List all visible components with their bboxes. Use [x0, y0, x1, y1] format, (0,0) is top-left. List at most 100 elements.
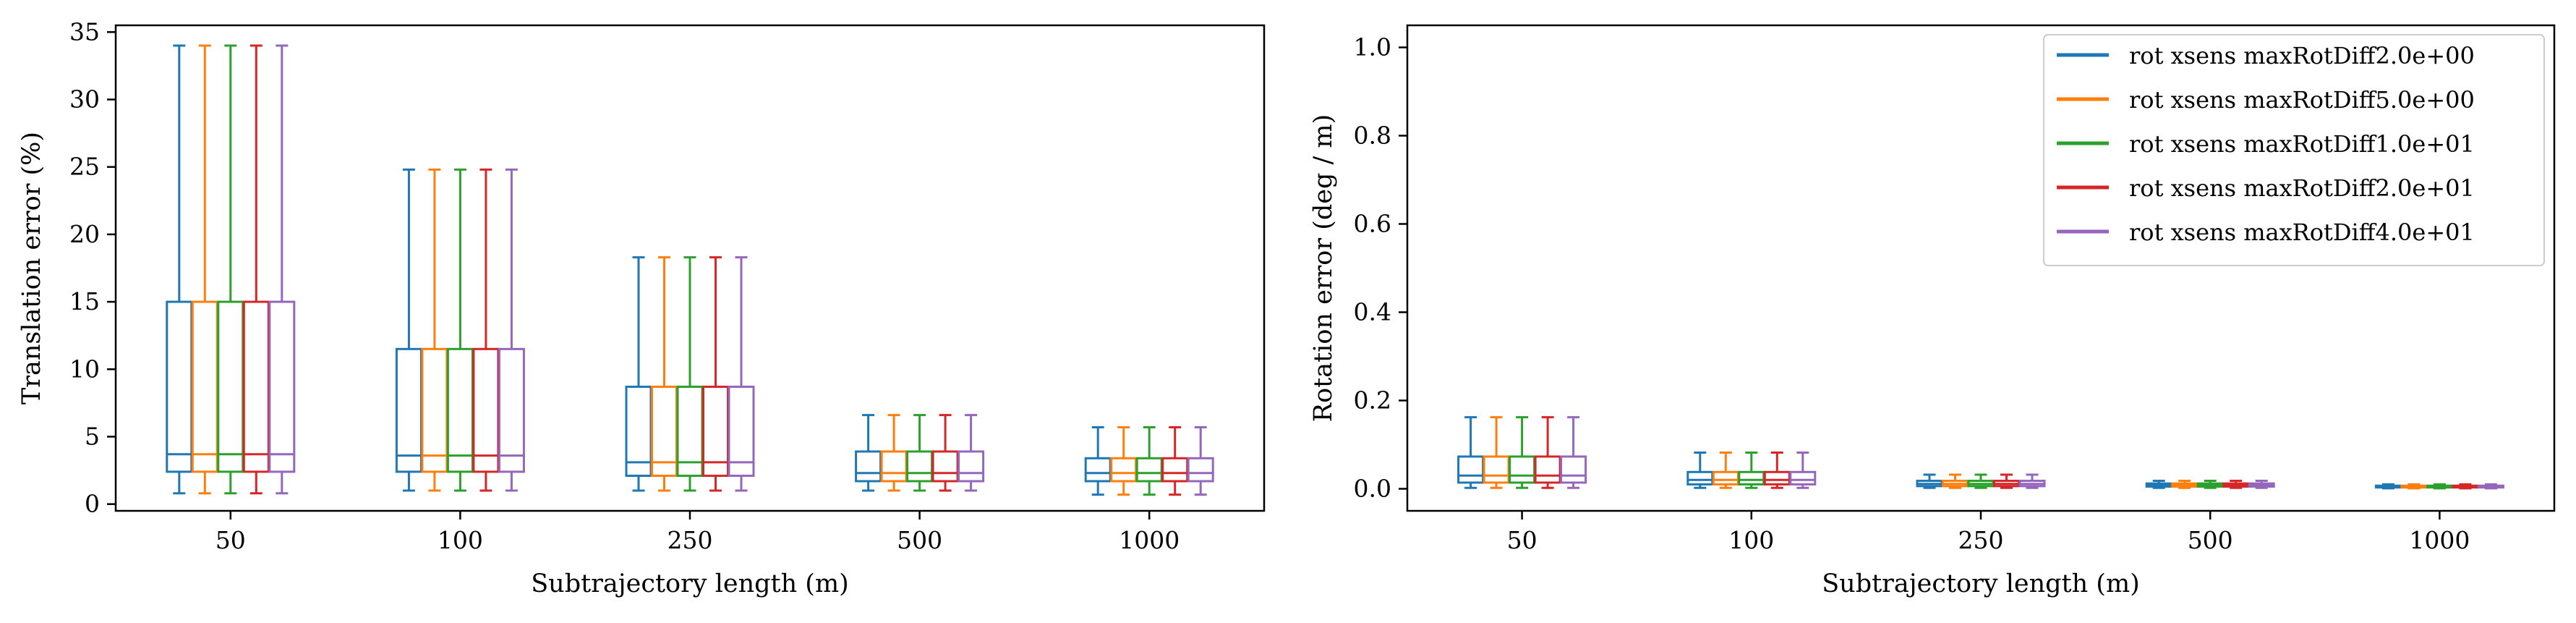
box-plot [2171, 480, 2198, 489]
x-tick-label: 50 [1507, 526, 1538, 554]
box-plot [880, 414, 908, 492]
box-series [166, 44, 1112, 496]
box-plot [931, 414, 959, 492]
box-plot [651, 256, 678, 492]
box-plot [217, 44, 244, 495]
box-plot [421, 168, 448, 492]
box-iqr [1187, 457, 1214, 483]
box-plot [1712, 451, 1739, 489]
box-plot [2400, 483, 2428, 490]
box-series [191, 44, 1138, 496]
y-tick-label: 0.0 [1354, 475, 1391, 503]
y-tick-label: 25 [69, 153, 100, 181]
box-plot [498, 168, 525, 492]
box-series [1534, 416, 2479, 490]
legend-label: rot xsens maxRotDiff1.0e+01 [2129, 130, 2475, 158]
box-iqr [191, 300, 218, 473]
y-tick-label: 0.2 [1354, 386, 1391, 415]
box-plot [1916, 473, 1943, 489]
x-axis-label: Subtrajectory length (m) [1822, 569, 2140, 598]
box-plot [1763, 451, 1791, 489]
box-plot [1457, 416, 1485, 489]
box-plot [2374, 483, 2402, 490]
box-iqr [1161, 457, 1189, 483]
box-iqr [1084, 457, 1112, 483]
legend-label: rot xsens maxRotDiff4.0e+01 [2129, 219, 2475, 246]
y-tick-label: 5 [85, 422, 100, 450]
box-iqr [906, 450, 934, 483]
box-iqr [217, 300, 244, 473]
rotation-error-panel: 0.0 0.2 0.4 0.6 0.8 1.0 50 100 250 500 1000 Subtraj… [1309, 24, 2556, 598]
box-iqr [880, 450, 908, 483]
box-series [1509, 416, 2453, 490]
y-tick-label: 15 [69, 287, 100, 315]
box-iqr [1135, 457, 1163, 483]
legend-label: rot xsens maxRotDiff2.0e+00 [2129, 42, 2475, 69]
box-plot [1534, 416, 1561, 489]
box-plot [472, 168, 500, 492]
y-tick-label: 30 [69, 85, 100, 114]
box-plot [676, 256, 704, 492]
y-tick-label: 0.4 [1354, 298, 1391, 326]
x-tick-label: 1000 [1119, 526, 1180, 554]
box-plot [1686, 451, 1714, 489]
box-series [268, 44, 1214, 496]
box-iqr [395, 347, 422, 473]
box-plot [2222, 480, 2250, 489]
box-plot [395, 168, 422, 492]
box-plot [446, 168, 474, 492]
x-axis-label: Subtrajectory length (m) [531, 569, 849, 598]
y-tick-label: 10 [69, 355, 100, 383]
box-series [1457, 416, 2402, 490]
box-plot [1135, 425, 1163, 496]
box-iqr [268, 300, 296, 473]
box-plot [625, 256, 652, 492]
legend-label: rot xsens maxRotDiff2.0e+01 [2129, 174, 2475, 202]
y-tick-label: 35 [69, 17, 100, 46]
box-iqr [1483, 455, 1510, 484]
box-plot [906, 414, 934, 492]
y-axis-label: Rotation error (deg / m) [1309, 114, 1338, 423]
box-plot [1509, 416, 1536, 489]
box-series [1560, 416, 2504, 490]
box-iqr [1738, 470, 1765, 486]
box-iqr [1686, 470, 1714, 486]
box-plot [2018, 473, 2046, 489]
y-tick-label: 20 [69, 220, 100, 248]
legend-label: rot xsens maxRotDiff5.0e+00 [2129, 86, 2475, 114]
box-plot [702, 256, 729, 492]
box-plot [242, 44, 270, 495]
box-iqr [446, 347, 474, 473]
box-iqr [472, 347, 500, 473]
legend-frame [2043, 34, 2545, 266]
box-iqr [1789, 470, 1817, 486]
box-iqr [1457, 455, 1485, 484]
box-iqr [166, 300, 193, 473]
box-iqr [1509, 455, 1536, 484]
box-plot [1161, 425, 1189, 496]
y-tick-label: 0.6 [1354, 210, 1391, 238]
x-tick-label: 250 [1958, 526, 2004, 554]
box-iqr [1534, 455, 1561, 484]
legend: rot xsens maxRotDiff2.0e+00 rot xsens max… [2043, 34, 2545, 266]
box-plot [191, 44, 218, 495]
x-tick-label: 500 [897, 526, 942, 554]
y-tick-label: 0 [85, 490, 100, 518]
x-tick-label: 500 [2188, 526, 2233, 554]
box-plot [1993, 473, 2020, 489]
box-plot [2426, 483, 2453, 490]
box-iqr [242, 300, 270, 473]
box-iqr [1560, 455, 1587, 484]
box-plot [958, 414, 985, 492]
box-plot [1560, 416, 1587, 489]
box-iqr [855, 450, 882, 483]
box-plot [2452, 483, 2479, 490]
box-plot [728, 256, 755, 492]
x-tick-label: 100 [1728, 526, 1774, 554]
y-tick-label: 0.8 [1354, 122, 1391, 150]
box-iqr [1712, 470, 1739, 486]
box-plot [2196, 480, 2224, 489]
y-tick-label: 1.0 [1354, 33, 1391, 62]
box-plot [1967, 473, 1995, 489]
box-iqr [931, 450, 959, 483]
